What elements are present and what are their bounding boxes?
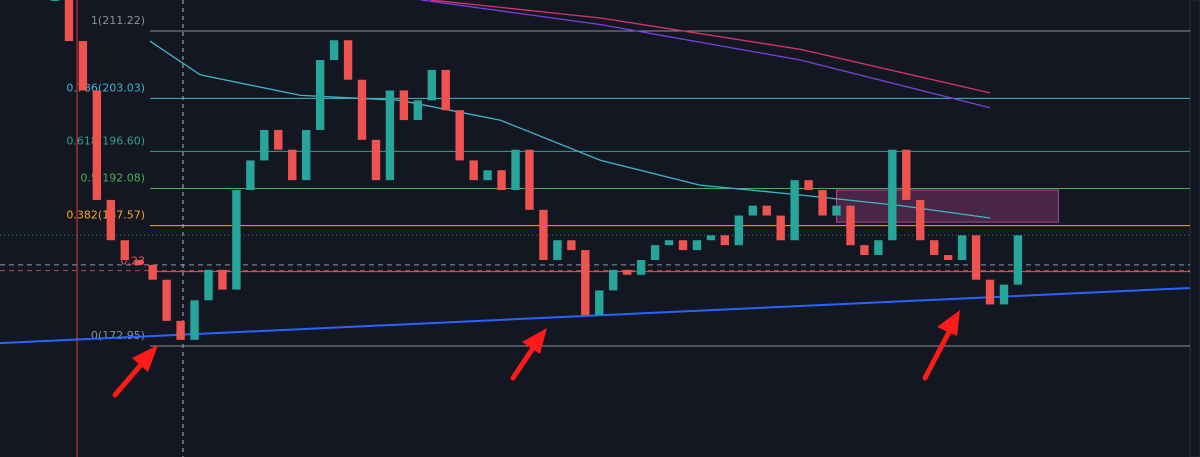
fib-label: 0.618(196.60) — [66, 134, 145, 147]
candle — [971, 235, 981, 280]
candle — [636, 259, 646, 275]
candle — [483, 170, 492, 181]
candle — [441, 69, 450, 111]
candle — [92, 90, 102, 200]
candle — [134, 259, 143, 265]
arrow — [510, 342, 538, 381]
candle — [692, 240, 702, 251]
candle — [567, 240, 576, 251]
candle — [553, 240, 562, 260]
candle — [399, 90, 409, 121]
candle — [622, 269, 632, 275]
candle — [650, 245, 660, 260]
candle — [190, 300, 199, 340]
candle — [860, 245, 869, 256]
candle — [120, 240, 129, 260]
fib-label: 0.786(203.03) — [66, 81, 145, 94]
candle — [706, 235, 716, 241]
moving-average — [149, 40, 991, 219]
fib-label: 0.382(187.57) — [66, 209, 145, 222]
candle — [357, 79, 367, 140]
candle — [846, 205, 855, 246]
candle — [50, 0, 60, 1]
candle — [385, 90, 395, 181]
price-axis — [1189, 0, 1200, 457]
candle — [776, 215, 785, 241]
candle — [874, 240, 883, 256]
candle — [78, 41, 88, 91]
candle — [525, 149, 534, 210]
candle — [804, 180, 813, 191]
arrow-head — [937, 310, 960, 336]
arrows — [112, 310, 960, 398]
candle — [999, 284, 1009, 305]
candle — [343, 40, 353, 80]
candle — [329, 40, 339, 60]
candle — [664, 240, 674, 246]
candle — [748, 205, 757, 216]
arrow — [922, 327, 953, 381]
candle — [176, 320, 185, 340]
candle — [106, 199, 115, 241]
candle — [218, 269, 227, 290]
candle — [539, 209, 548, 260]
candle — [818, 190, 827, 216]
candle — [902, 149, 911, 200]
candle — [720, 235, 730, 246]
candle — [455, 110, 464, 161]
arrow — [112, 357, 148, 398]
candle — [790, 180, 799, 241]
candle — [315, 59, 325, 130]
candle — [1013, 235, 1023, 285]
candle — [260, 129, 269, 161]
candle — [232, 190, 241, 290]
candle — [609, 269, 618, 291]
candle — [957, 235, 967, 260]
moving-average — [420, 0, 991, 109]
candle — [595, 290, 604, 316]
arrow-head — [522, 328, 547, 354]
candle — [832, 205, 841, 216]
candle — [371, 139, 381, 181]
candle — [497, 170, 506, 191]
candle — [734, 215, 743, 246]
fib-label: 0.5(192.08) — [80, 172, 145, 185]
candle — [762, 205, 771, 216]
candle — [511, 149, 520, 191]
candle — [985, 279, 995, 305]
candle — [288, 149, 297, 181]
candle — [943, 255, 953, 260]
fib-label: 0(172.95) — [91, 329, 145, 342]
candle — [274, 129, 283, 150]
candle — [64, 0, 74, 42]
candle — [888, 149, 897, 241]
candle — [916, 199, 925, 241]
candle — [678, 240, 688, 251]
candle — [581, 250, 590, 316]
zone — [836, 189, 1059, 223]
fib-label: 1(211.22) — [91, 14, 145, 27]
candle — [302, 129, 311, 181]
candle — [469, 160, 478, 181]
moving-average — [430, 0, 991, 94]
candle — [204, 269, 213, 301]
candle — [148, 264, 157, 280]
candle — [930, 240, 939, 256]
arrow-head — [132, 345, 158, 372]
candle — [413, 100, 423, 121]
candle — [162, 279, 171, 321]
candle — [246, 160, 255, 191]
candle — [427, 69, 436, 101]
